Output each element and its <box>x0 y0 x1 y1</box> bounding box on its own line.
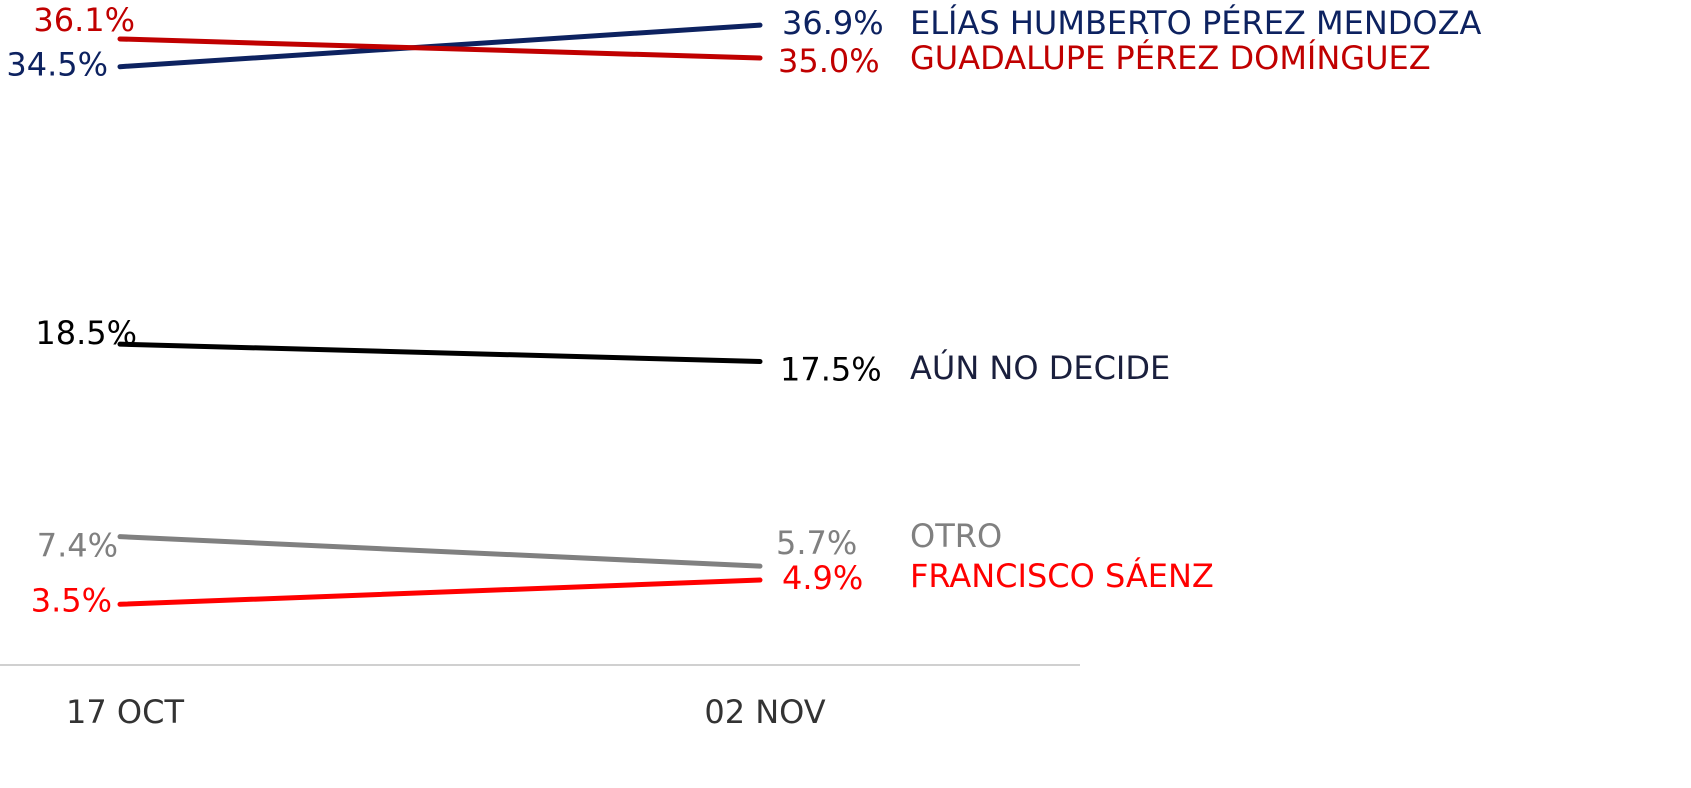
value-label: 36.9% <box>782 4 884 42</box>
legend-label: ELÍAS HUMBERTO PÉREZ MENDOZA <box>910 4 1482 42</box>
legend-label: AÚN NO DECIDE <box>910 348 1170 387</box>
value-label: 36.1% <box>33 1 135 39</box>
value-label: 35.0% <box>778 42 880 80</box>
legend-label: FRANCISCO SÁENZ <box>910 557 1214 595</box>
value-label: 7.4% <box>37 527 118 565</box>
line <box>117 36 763 61</box>
legend-label: GUADALUPE PÉREZ DOMÍNGUEZ <box>910 39 1431 77</box>
value-label: 5.7% <box>776 524 857 562</box>
legend-label: OTRO <box>910 517 1002 555</box>
x-tick-label: 17 OCT <box>66 693 184 731</box>
line <box>117 577 763 607</box>
line <box>117 341 763 365</box>
value-label: 17.5% <box>780 351 882 389</box>
line <box>117 22 763 70</box>
value-label: 34.5% <box>6 46 108 84</box>
value-label: 18.5% <box>35 314 137 352</box>
value-label: 3.5% <box>31 581 112 619</box>
line <box>117 534 763 569</box>
value-label: 4.9% <box>782 559 863 597</box>
x-tick-label: 02 NOV <box>704 693 825 731</box>
